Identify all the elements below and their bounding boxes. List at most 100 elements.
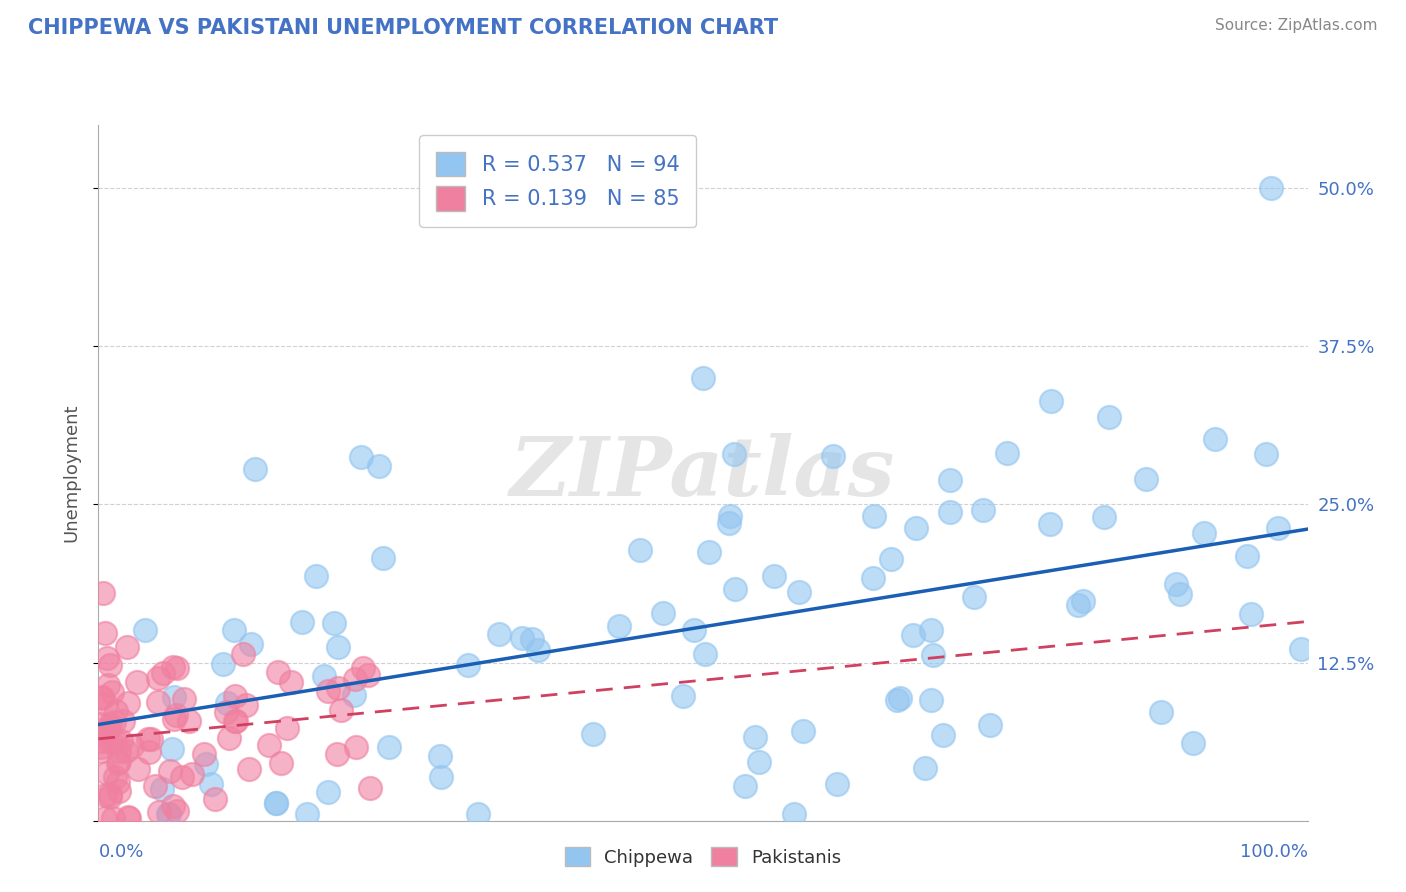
Point [145, 779, 167, 793]
Point [344, 672, 367, 686]
Point [863, 508, 886, 523]
Point [166, 805, 188, 819]
Legend: R = 0.537   N = 94, R = 0.139   N = 85: R = 0.537 N = 94, R = 0.139 N = 85 [419, 136, 696, 227]
Point [1204, 432, 1226, 446]
Point [103, 714, 125, 729]
Point [920, 693, 942, 707]
Point [181, 766, 204, 780]
Point [1181, 736, 1204, 750]
Point [240, 636, 263, 650]
Point [157, 807, 180, 822]
Point [901, 628, 924, 642]
Point [367, 458, 389, 473]
Point [1192, 525, 1215, 540]
Point [162, 659, 184, 673]
Point [316, 785, 339, 799]
Point [215, 705, 238, 719]
Point [922, 648, 945, 662]
Point [91, 586, 114, 600]
Point [1240, 607, 1263, 621]
Point [117, 696, 139, 710]
Point [628, 543, 651, 558]
Point [280, 675, 302, 690]
Point [744, 730, 766, 744]
Point [963, 591, 986, 605]
Point [200, 777, 222, 791]
Point [305, 569, 328, 583]
Point [238, 762, 260, 776]
Point [211, 657, 233, 672]
Point [104, 770, 127, 784]
Point [430, 770, 453, 784]
Point [939, 474, 962, 488]
Point [146, 671, 169, 685]
Point [125, 675, 148, 690]
Point [582, 727, 605, 741]
Point [1098, 409, 1121, 424]
Point [96, 697, 118, 711]
Point [173, 691, 195, 706]
Point [166, 661, 188, 675]
Point [720, 508, 742, 523]
Point [683, 623, 706, 637]
Point [90, 734, 112, 748]
Point [97, 722, 120, 736]
Point [520, 632, 543, 647]
Point [146, 695, 169, 709]
Point [1166, 576, 1188, 591]
Point [243, 462, 266, 476]
Point [329, 703, 352, 717]
Point [152, 781, 174, 796]
Point [162, 798, 184, 813]
Point [792, 724, 814, 739]
Point [1039, 394, 1062, 409]
Point [862, 570, 884, 584]
Point [920, 623, 942, 637]
Point [177, 714, 200, 728]
Point [96, 650, 118, 665]
Point [276, 721, 298, 735]
Point [101, 811, 124, 825]
Point [96, 766, 118, 780]
Point [141, 732, 163, 747]
Point [326, 747, 349, 761]
Point [94, 626, 117, 640]
Point [488, 627, 510, 641]
Point [121, 739, 143, 754]
Point [165, 708, 187, 723]
Point [886, 692, 908, 706]
Point [357, 667, 380, 681]
Point [118, 811, 141, 825]
Point [695, 647, 717, 661]
Point [295, 807, 318, 822]
Point [103, 733, 125, 747]
Point [94, 788, 117, 802]
Point [235, 698, 257, 712]
Point [136, 732, 159, 747]
Point [114, 744, 136, 758]
Point [94, 811, 117, 825]
Point [97, 721, 120, 735]
Point [148, 805, 170, 819]
Point [218, 731, 240, 746]
Point [108, 744, 131, 758]
Point [527, 643, 550, 657]
Point [429, 748, 451, 763]
Point [352, 661, 374, 675]
Point [323, 615, 346, 630]
Point [232, 647, 254, 661]
Point [723, 447, 745, 461]
Point [343, 688, 366, 702]
Point [1039, 516, 1062, 531]
Point [821, 450, 844, 464]
Point [264, 796, 287, 810]
Y-axis label: Unemployment: Unemployment [62, 403, 80, 542]
Point [1150, 705, 1173, 719]
Point [972, 503, 994, 517]
Point [224, 689, 246, 703]
Point [312, 669, 335, 683]
Point [377, 740, 399, 755]
Point [159, 764, 181, 778]
Point [259, 739, 281, 753]
Point [979, 718, 1001, 732]
